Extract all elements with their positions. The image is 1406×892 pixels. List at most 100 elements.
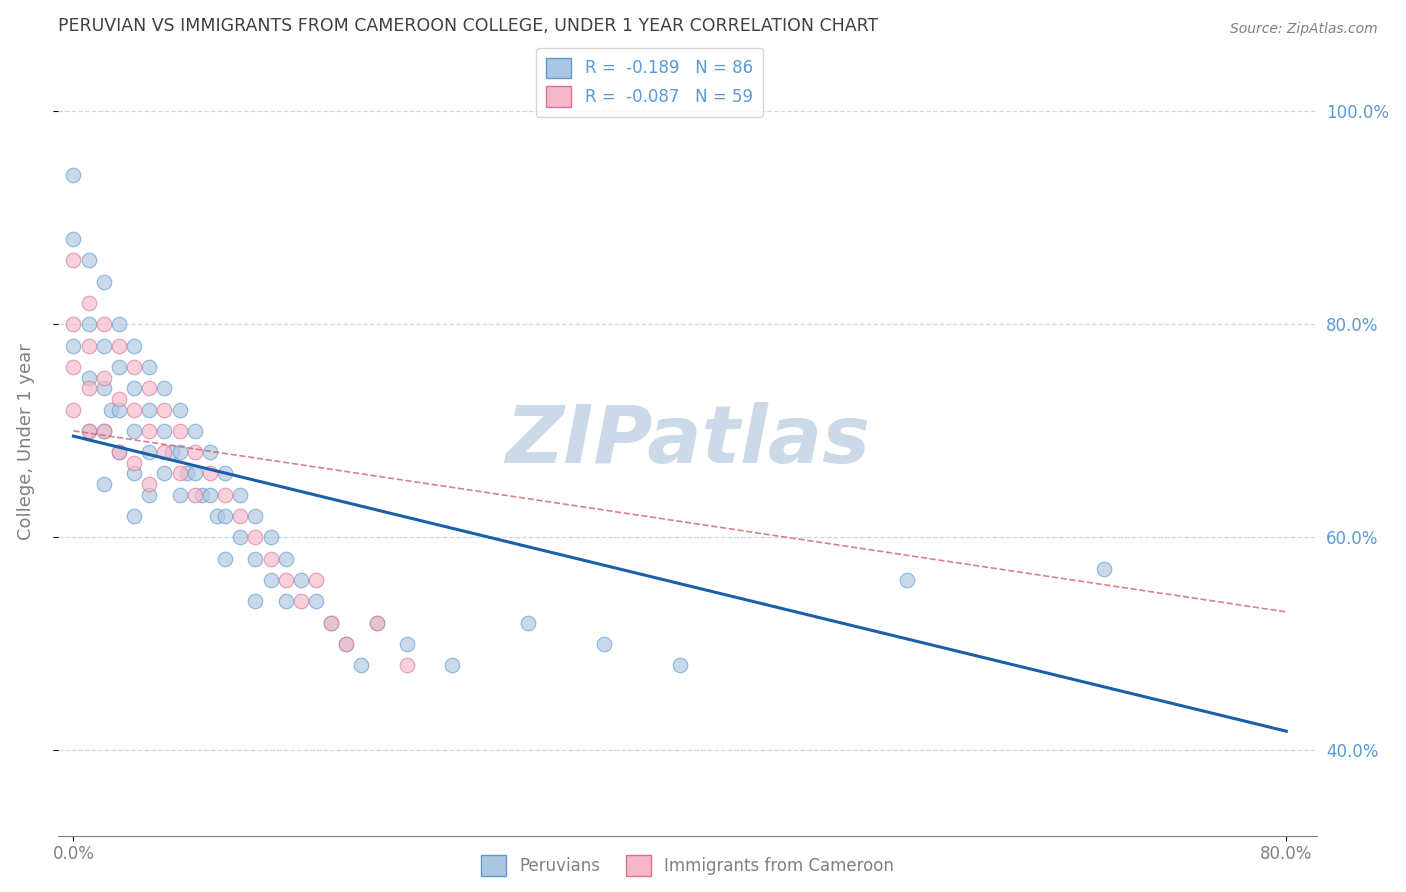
Point bbox=[138, 445, 160, 459]
Point bbox=[350, 658, 373, 673]
Point bbox=[108, 318, 131, 332]
Point bbox=[305, 573, 328, 587]
Point bbox=[229, 488, 252, 502]
Point bbox=[153, 402, 176, 417]
Point bbox=[93, 381, 115, 395]
Point bbox=[1092, 562, 1115, 576]
Point bbox=[122, 402, 145, 417]
Point bbox=[108, 445, 131, 459]
Point bbox=[366, 615, 388, 630]
Point bbox=[259, 530, 281, 544]
Point bbox=[183, 424, 205, 438]
Point bbox=[122, 381, 145, 395]
Point bbox=[77, 424, 100, 438]
Point bbox=[138, 359, 160, 374]
Point bbox=[395, 637, 418, 651]
Point bbox=[93, 424, 115, 438]
Point bbox=[93, 370, 115, 384]
Point bbox=[77, 424, 100, 438]
Point bbox=[245, 551, 267, 566]
Point bbox=[214, 509, 236, 524]
Point bbox=[93, 318, 115, 332]
Point bbox=[100, 402, 122, 417]
Point bbox=[169, 467, 191, 481]
Point bbox=[229, 530, 252, 544]
Point bbox=[207, 509, 229, 524]
Point bbox=[593, 637, 616, 651]
Point bbox=[669, 658, 692, 673]
Point bbox=[93, 477, 115, 491]
Point bbox=[153, 445, 176, 459]
Text: PERUVIAN VS IMMIGRANTS FROM CAMEROON COLLEGE, UNDER 1 YEAR CORRELATION CHART: PERUVIAN VS IMMIGRANTS FROM CAMEROON COL… bbox=[58, 17, 879, 35]
Point bbox=[122, 424, 145, 438]
Point bbox=[122, 467, 145, 481]
Point bbox=[138, 424, 160, 438]
Point bbox=[77, 253, 100, 268]
Point bbox=[290, 594, 312, 608]
Point bbox=[138, 381, 160, 395]
Point bbox=[77, 296, 100, 310]
Point bbox=[122, 359, 145, 374]
Point bbox=[183, 467, 205, 481]
Point bbox=[122, 456, 145, 470]
Point bbox=[366, 615, 388, 630]
Point bbox=[259, 573, 281, 587]
Point bbox=[153, 381, 176, 395]
Point bbox=[259, 551, 281, 566]
Point bbox=[108, 359, 131, 374]
Point bbox=[62, 318, 84, 332]
Point bbox=[191, 488, 214, 502]
Point bbox=[62, 338, 84, 352]
Y-axis label: College, Under 1 year: College, Under 1 year bbox=[17, 343, 35, 540]
Point bbox=[77, 381, 100, 395]
Point bbox=[395, 658, 418, 673]
Point bbox=[108, 445, 131, 459]
Point bbox=[138, 488, 160, 502]
Point bbox=[169, 402, 191, 417]
Point bbox=[896, 573, 918, 587]
Point bbox=[198, 488, 221, 502]
Point bbox=[183, 488, 205, 502]
Point bbox=[321, 615, 343, 630]
Point bbox=[62, 232, 84, 246]
Point bbox=[77, 338, 100, 352]
Point bbox=[108, 392, 131, 406]
Point bbox=[517, 615, 540, 630]
Legend: Peruvians, Immigrants from Cameroon: Peruvians, Immigrants from Cameroon bbox=[474, 849, 900, 882]
Point bbox=[108, 402, 131, 417]
Point bbox=[108, 338, 131, 352]
Point bbox=[122, 338, 145, 352]
Point bbox=[62, 168, 84, 182]
Point bbox=[153, 467, 176, 481]
Point bbox=[176, 467, 198, 481]
Point bbox=[214, 488, 236, 502]
Point bbox=[122, 509, 145, 524]
Point bbox=[183, 445, 205, 459]
Point bbox=[305, 594, 328, 608]
Point bbox=[93, 338, 115, 352]
Point bbox=[214, 551, 236, 566]
Point bbox=[77, 318, 100, 332]
Point bbox=[62, 253, 84, 268]
Point bbox=[93, 424, 115, 438]
Point bbox=[229, 509, 252, 524]
Point bbox=[274, 573, 297, 587]
Point bbox=[441, 658, 464, 673]
Text: ZIPatlas: ZIPatlas bbox=[505, 402, 870, 481]
Point bbox=[274, 594, 297, 608]
Point bbox=[138, 402, 160, 417]
Point bbox=[93, 275, 115, 289]
Point bbox=[153, 424, 176, 438]
Point bbox=[138, 477, 160, 491]
Point bbox=[245, 530, 267, 544]
Point bbox=[169, 445, 191, 459]
Point bbox=[198, 467, 221, 481]
Point bbox=[245, 594, 267, 608]
Point bbox=[274, 551, 297, 566]
Text: Source: ZipAtlas.com: Source: ZipAtlas.com bbox=[1230, 22, 1378, 37]
Point bbox=[214, 467, 236, 481]
Point bbox=[169, 424, 191, 438]
Point bbox=[160, 445, 183, 459]
Point bbox=[321, 615, 343, 630]
Point bbox=[62, 359, 84, 374]
